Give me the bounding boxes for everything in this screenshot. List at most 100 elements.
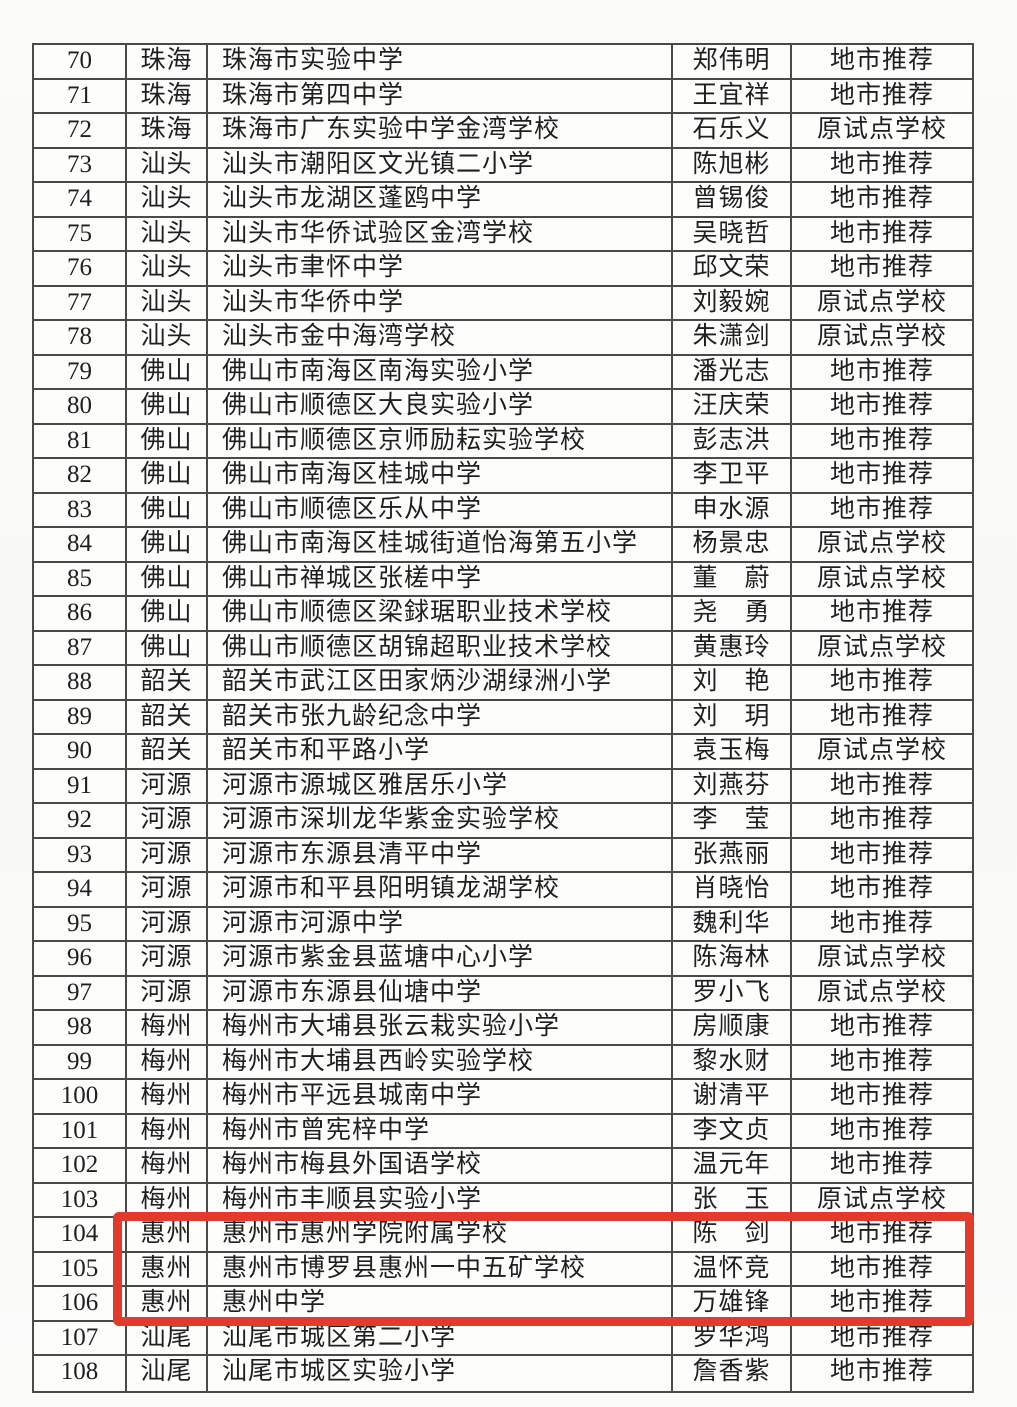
- cell-person: 黄惠玲: [673, 631, 792, 664]
- cell-category: 地市推荐: [829, 357, 934, 385]
- cell-person: 李文贞: [673, 1114, 792, 1147]
- cell-city: 梅州: [127, 1149, 208, 1182]
- cell-number: 98: [34, 1011, 127, 1044]
- table-row: 75 汕头 汕头市华侨试验区金湾学校 吴晓哲 地市推荐: [34, 217, 972, 252]
- cell-school: 汕尾市城区实验小学: [208, 1356, 673, 1391]
- cell-number: 77: [34, 286, 127, 319]
- cell-city: 梅州: [127, 1045, 208, 1078]
- cell-number: 92: [34, 804, 127, 837]
- cell-city: 梅州: [127, 1080, 208, 1113]
- cell-school: 河源市源城区雅居乐小学: [208, 769, 673, 802]
- table-row: 104 惠州 惠州市惠州学院附属学校 陈 剑 地市推荐: [34, 1218, 972, 1253]
- cell-city: 佛山: [127, 424, 208, 457]
- table-row: 73 汕头 汕头市潮阳区文光镇二小学 陈旭彬 地市推荐: [34, 148, 972, 183]
- cell-category: 地市推荐: [829, 875, 934, 902]
- cell-city: 河源: [127, 907, 208, 940]
- cell-school: 汕头市聿怀中学: [208, 252, 673, 285]
- cell-person: 黎水财: [673, 1045, 792, 1078]
- table-row: 107 汕尾 汕尾市城区第二小学 罗华鸿 地市推荐: [34, 1321, 972, 1356]
- cell-number: 88: [34, 666, 127, 699]
- cell-number: 71: [34, 79, 127, 112]
- cell-school: 珠海市广东实验中学金湾学校: [208, 114, 673, 147]
- cell-school: 佛山市南海区南海实验小学: [208, 355, 673, 388]
- cell-city: 河源: [127, 769, 208, 802]
- cell-number: 96: [34, 942, 127, 975]
- cell-category: 地市推荐: [829, 1013, 934, 1040]
- cell-city: 河源: [127, 804, 208, 837]
- table-row: 78 汕头 汕头市金中海湾学校 朱潇剑 原试点学校: [34, 321, 972, 356]
- cell-city: 珠海: [127, 45, 208, 78]
- cell-number: 83: [34, 493, 127, 526]
- cell-number: 74: [34, 183, 127, 216]
- table-row: 82 佛山 佛山市南海区桂城中学 李卫平 地市推荐: [34, 459, 972, 494]
- cell-person: 张燕丽: [673, 838, 792, 871]
- cell-school: 梅州市大埔县西岭实验学校: [208, 1045, 673, 1078]
- cell-number: 91: [34, 769, 127, 802]
- cell-person: 杨景忠: [673, 528, 792, 561]
- cell-number: 84: [34, 528, 127, 561]
- cell-city: 梅州: [127, 1011, 208, 1044]
- cell-school: 佛山市南海区桂城街道怡海第五小学: [208, 528, 673, 561]
- cell-number: 78: [34, 321, 127, 354]
- cell-school: 佛山市顺德区乐从中学: [208, 493, 673, 526]
- cell-person: 刘 艳: [673, 666, 792, 699]
- cell-category: 地市推荐: [829, 668, 934, 695]
- cell-number: 100: [34, 1080, 127, 1113]
- cell-school: 佛山市南海区桂城中学: [208, 459, 673, 492]
- cell-number: 82: [34, 459, 127, 492]
- cell-school: 惠州市博罗县惠州一中五矿学校: [208, 1252, 673, 1285]
- table-row: 81 佛山 佛山市顺德区京师励耘实验学校 彭志洪 地市推荐: [34, 424, 972, 459]
- cell-person: 潘光志: [673, 355, 792, 388]
- cell-number: 76: [34, 252, 127, 285]
- cell-city: 河源: [127, 838, 208, 871]
- cell-category: 地市推荐: [829, 254, 934, 281]
- cell-number: 107: [34, 1321, 127, 1354]
- cell-person: 詹香紫: [673, 1356, 792, 1391]
- cell-category: 地市推荐: [829, 461, 934, 488]
- cell-city: 惠州: [127, 1218, 208, 1251]
- cell-number: 95: [34, 907, 127, 940]
- cell-person: 陈旭彬: [673, 148, 792, 181]
- cell-city: 佛山: [127, 459, 208, 492]
- table-row: 106 惠州 惠州中学 万雄锋 地市推荐: [34, 1287, 972, 1322]
- cell-city: 河源: [127, 976, 208, 1009]
- cell-category: 地市推荐: [829, 1254, 934, 1282]
- table-row: 95 河源 河源市河源中学 魏利华 地市推荐: [34, 907, 972, 942]
- cell-category: 地市推荐: [829, 806, 934, 833]
- table-row: 103 梅州 梅州市丰顺县实验小学 张 玉 原试点学校: [34, 1183, 972, 1218]
- cell-category: 原试点学校: [816, 323, 947, 350]
- cell-city: 珠海: [127, 79, 208, 112]
- cell-category: 地市推荐: [829, 1220, 934, 1247]
- cell-city: 韶关: [127, 735, 208, 768]
- cell-number: 70: [34, 45, 127, 78]
- cell-number: 101: [34, 1114, 127, 1147]
- cell-number: 85: [34, 562, 127, 595]
- cell-city: 佛山: [127, 597, 208, 630]
- cell-person: 王宜祥: [673, 79, 792, 112]
- cell-category: 地市推荐: [829, 219, 934, 247]
- cell-school: 佛山市顺德区京师励耘实验学校: [208, 424, 673, 457]
- cell-category: 原试点学校: [816, 530, 947, 557]
- cell-city: 韶关: [127, 666, 208, 699]
- cell-category: 地市推荐: [829, 392, 934, 419]
- cell-category: 原试点学校: [816, 944, 947, 971]
- cell-school: 佛山市禅城区张槎中学: [208, 562, 673, 595]
- table-row: 97 河源 河源市东源县仙塘中学 罗小飞 原试点学校: [34, 976, 972, 1011]
- cell-category: 地市推荐: [829, 599, 934, 626]
- cell-city: 佛山: [127, 493, 208, 526]
- school-table: 70 珠海 珠海市实验中学 郑伟明 地市推荐 71 珠海 珠海市第四中学 王宜祥…: [32, 43, 974, 1393]
- cell-number: 79: [34, 355, 127, 388]
- table-row: 101 梅州 梅州市曾宪梓中学 李文贞 地市推荐: [34, 1114, 972, 1149]
- cell-person: 郑伟明: [673, 45, 792, 78]
- cell-city: 汕尾: [127, 1356, 208, 1391]
- cell-school: 河源市河源中学: [208, 907, 673, 940]
- cell-person: 魏利华: [673, 907, 792, 940]
- cell-category: 地市推荐: [829, 1116, 934, 1144]
- cell-school: 汕头市金中海湾学校: [208, 321, 673, 354]
- cell-category: 原试点学校: [816, 737, 947, 764]
- table-row: 85 佛山 佛山市禅城区张槎中学 董 蔚 原试点学校: [34, 562, 972, 597]
- cell-category: 原试点学校: [816, 288, 947, 316]
- cell-person: 温怀竞: [673, 1252, 792, 1285]
- cell-number: 102: [34, 1149, 127, 1182]
- cell-person: 刘燕芬: [673, 769, 792, 802]
